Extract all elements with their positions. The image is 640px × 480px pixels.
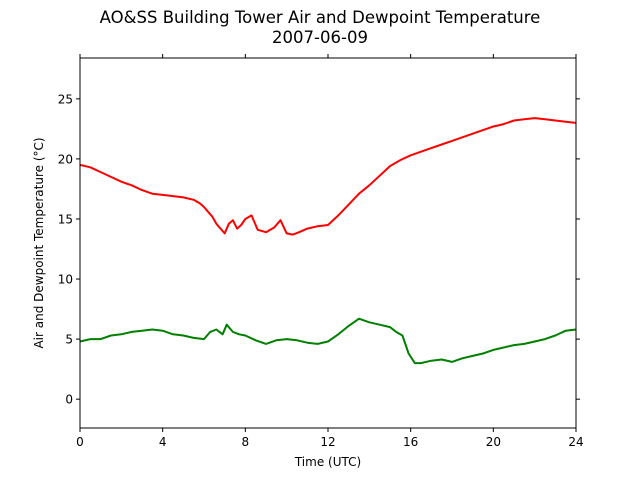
plot-frame bbox=[79, 57, 577, 429]
x-tick-label-8: 8 bbox=[242, 435, 250, 449]
series-line-0 bbox=[79, 117, 577, 236]
x-tick-label-0: 0 bbox=[76, 435, 84, 449]
chart-title-line: AO&SS Building Tower Air and Dewpoint Te… bbox=[99, 8, 541, 27]
series-layer bbox=[79, 117, 577, 365]
y-tick-label-15: 15 bbox=[58, 212, 73, 226]
chart-subtitle-line: 2007-06-09 bbox=[272, 28, 368, 47]
x-tick-label-24: 24 bbox=[568, 435, 583, 449]
y-tick-label-0: 0 bbox=[65, 393, 73, 407]
x-tick-label-4: 4 bbox=[159, 435, 167, 449]
y-tick-label-25: 25 bbox=[58, 92, 73, 106]
x-tick-label-12: 12 bbox=[320, 435, 335, 449]
y-tick-label-5: 5 bbox=[65, 333, 73, 347]
y-tick-label-20: 20 bbox=[58, 152, 73, 166]
y-tick-label-10: 10 bbox=[58, 273, 73, 287]
x-tick-label-16: 16 bbox=[403, 435, 418, 449]
y-axis-label: Air and Dewpoint Temperature (°C) bbox=[32, 137, 46, 348]
ticks-layer: 0 4 8 12 16 20 24 0 5 10 15 20 25 bbox=[58, 54, 584, 449]
x-axis-label: Time (UTC) bbox=[294, 455, 361, 469]
series-line-1 bbox=[79, 317, 577, 365]
chart-title: AO&SS Building Tower Air and Dewpoint Te… bbox=[0, 8, 640, 48]
x-tick-label-20: 20 bbox=[486, 435, 501, 449]
